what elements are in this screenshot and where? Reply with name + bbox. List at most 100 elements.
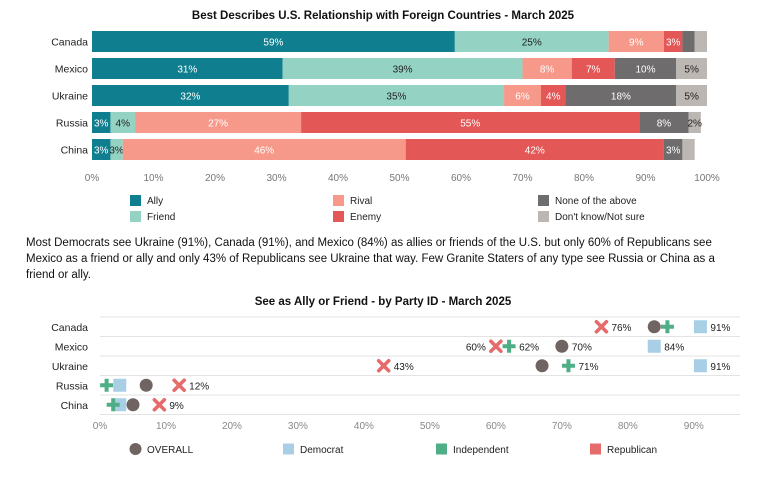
marker-china-republican-x (152, 397, 167, 412)
legend-swatch-don-t-know-not-sure (538, 211, 549, 222)
bar-label-ukraine-enemy: 4% (546, 92, 561, 103)
point-label-mexico-independent: 62% (519, 342, 539, 353)
dot-x-tick-90: 90% (684, 421, 704, 432)
bar-x-tick-30: 30% (266, 173, 286, 184)
bar-segment-china-don-t-know-not-sure (682, 139, 695, 160)
bar-segment-mexico-enemy (571, 58, 615, 79)
marker-mexico-independent-vbar (507, 339, 512, 353)
bar-label-russia-none-of-the-above: 8% (657, 119, 672, 130)
marker-china-overall (126, 398, 140, 412)
category-label-canada: Canada (51, 37, 88, 49)
bar-x-tick-90: 90% (635, 173, 655, 184)
marker-russia-democrat-square (113, 378, 127, 392)
bar-label-mexico-ally: 31% (177, 65, 197, 76)
bar-label-ukraine-ally: 32% (180, 92, 200, 103)
dot-category-label-mexico: Mexico (55, 341, 88, 353)
bar-segment-mexico-ally (92, 58, 283, 79)
bar-label-china-rival: 46% (254, 146, 274, 157)
bar-segment-canada-don-t-know-not-sure (694, 31, 707, 52)
point-label-china-republican: 9% (169, 401, 184, 412)
legend-label-enemy: Enemy (350, 212, 381, 223)
bar-segment-russia-enemy (301, 112, 640, 133)
marker-ukraine-overall-circle (535, 359, 549, 373)
dot-legend-swatch-independent (436, 443, 447, 455)
bar-label-russia-don-t-know-not-sure: 2% (687, 119, 702, 130)
bar-label-canada-enemy: 3% (666, 38, 681, 49)
bar-segment-russia-friend (110, 112, 136, 133)
bar-segment-ukraine-none-of-the-above (565, 85, 677, 106)
bar-segment-russia-don-t-know-not-sure (688, 112, 701, 133)
bar-label-mexico-don-t-know-not-sure: 5% (684, 65, 699, 76)
legend-label-don-t-know-not-sure: Don't know/Not sure (555, 212, 645, 223)
dot-x-tick-20: 20% (222, 421, 242, 432)
bar-segment-canada-rival (608, 31, 664, 52)
point-label-mexico-democrat: 84% (664, 342, 684, 353)
legend-swatch-rival (333, 195, 344, 206)
marker-ukraine-republican (376, 358, 391, 373)
marker-russia-republican (172, 378, 186, 393)
marker-canada-democrat (693, 320, 707, 334)
dot-x-tick-0: 0% (93, 421, 108, 432)
marker-russia-overall (139, 378, 153, 392)
legend-label-ally: Ally (147, 196, 163, 207)
legend-swatch-none-of-the-above (538, 195, 549, 206)
bar-label-china-enemy: 42% (525, 146, 545, 157)
bar-label-ukraine-friend: 35% (386, 92, 406, 103)
category-label-ukraine: Ukraine (52, 91, 88, 103)
bar-segment-china-enemy (405, 139, 664, 160)
dot-category-label-russia: Russia (56, 380, 88, 392)
bar-chart-title: Best Describes U.S. Relationship with Fo… (192, 10, 575, 22)
bar-segment-mexico-none-of-the-above (614, 58, 677, 79)
bar-x-tick-100: 100% (694, 173, 720, 184)
marker-china-overall-circle (126, 398, 140, 412)
marker-china-independent (106, 398, 120, 412)
dot-legend-label-overall: OVERALL (147, 445, 194, 456)
marker-russia-independent-vbar (104, 378, 109, 392)
bar-label-china-friend: 3% (109, 146, 124, 157)
point-label-canada-democrat: 91% (710, 323, 730, 334)
bar-segment-mexico-rival (522, 58, 572, 79)
point-label-mexico-overall: 70% (572, 342, 592, 353)
dot-x-tick-10: 10% (156, 421, 176, 432)
bar-segment-china-none-of-the-above (663, 139, 683, 160)
dot-chart-title: See as Ally or Friend - by Party ID - Ma… (255, 296, 512, 308)
bar-x-tick-80: 80% (574, 173, 594, 184)
dot-x-tick-80: 80% (618, 421, 638, 432)
marker-ukraine-republican-x (376, 358, 391, 373)
point-label-ukraine-democrat: 91% (710, 362, 730, 373)
legend-swatch-enemy (333, 211, 344, 222)
bar-segment-ukraine-enemy (540, 85, 566, 106)
bar-label-russia-enemy: 55% (460, 119, 480, 130)
marker-china-republican (152, 397, 167, 412)
marker-canada-republican-x (594, 319, 609, 334)
dot-legend-swatch-overall (129, 443, 142, 455)
category-label-china: China (61, 145, 89, 157)
marker-canada-democrat-square (693, 320, 707, 334)
marker-canada-overall-circle (647, 320, 661, 334)
bar-x-tick-0: 0% (85, 173, 100, 184)
legend-swatch-ally (130, 195, 141, 206)
legend-label-rival: Rival (350, 196, 372, 207)
dot-legend-label-republican: Republican (607, 445, 657, 456)
party-dot-chart: See as Ally or Friend - by Party ID - Ma… (51, 296, 740, 456)
dot-x-tick-50: 50% (420, 421, 440, 432)
bar-x-tick-60: 60% (451, 173, 471, 184)
bar-label-mexico-rival: 8% (540, 65, 555, 76)
marker-china-democrat-square (113, 398, 127, 412)
point-label-canada-republican: 76% (611, 323, 631, 334)
bar-segment-canada-none-of-the-above (682, 31, 695, 52)
bar-label-canada-friend: 25% (522, 38, 542, 49)
category-label-russia: Russia (56, 118, 88, 130)
bar-segment-russia-none-of-the-above (639, 112, 689, 133)
marker-mexico-republican (489, 339, 503, 354)
bar-label-mexico-none-of-the-above: 10% (635, 65, 655, 76)
point-label-ukraine-republican: 43% (394, 362, 414, 373)
bar-segment-canada-friend (454, 31, 609, 52)
summary-paragraph: Most Democrats see Ukraine (91%), Canada… (26, 237, 715, 281)
marker-china-independent-vbar (111, 398, 116, 412)
bar-segment-ukraine-friend (288, 85, 505, 106)
marker-canada-republican (594, 319, 609, 334)
marker-ukraine-independent-vbar (566, 359, 571, 373)
bar-x-tick-50: 50% (389, 173, 409, 184)
